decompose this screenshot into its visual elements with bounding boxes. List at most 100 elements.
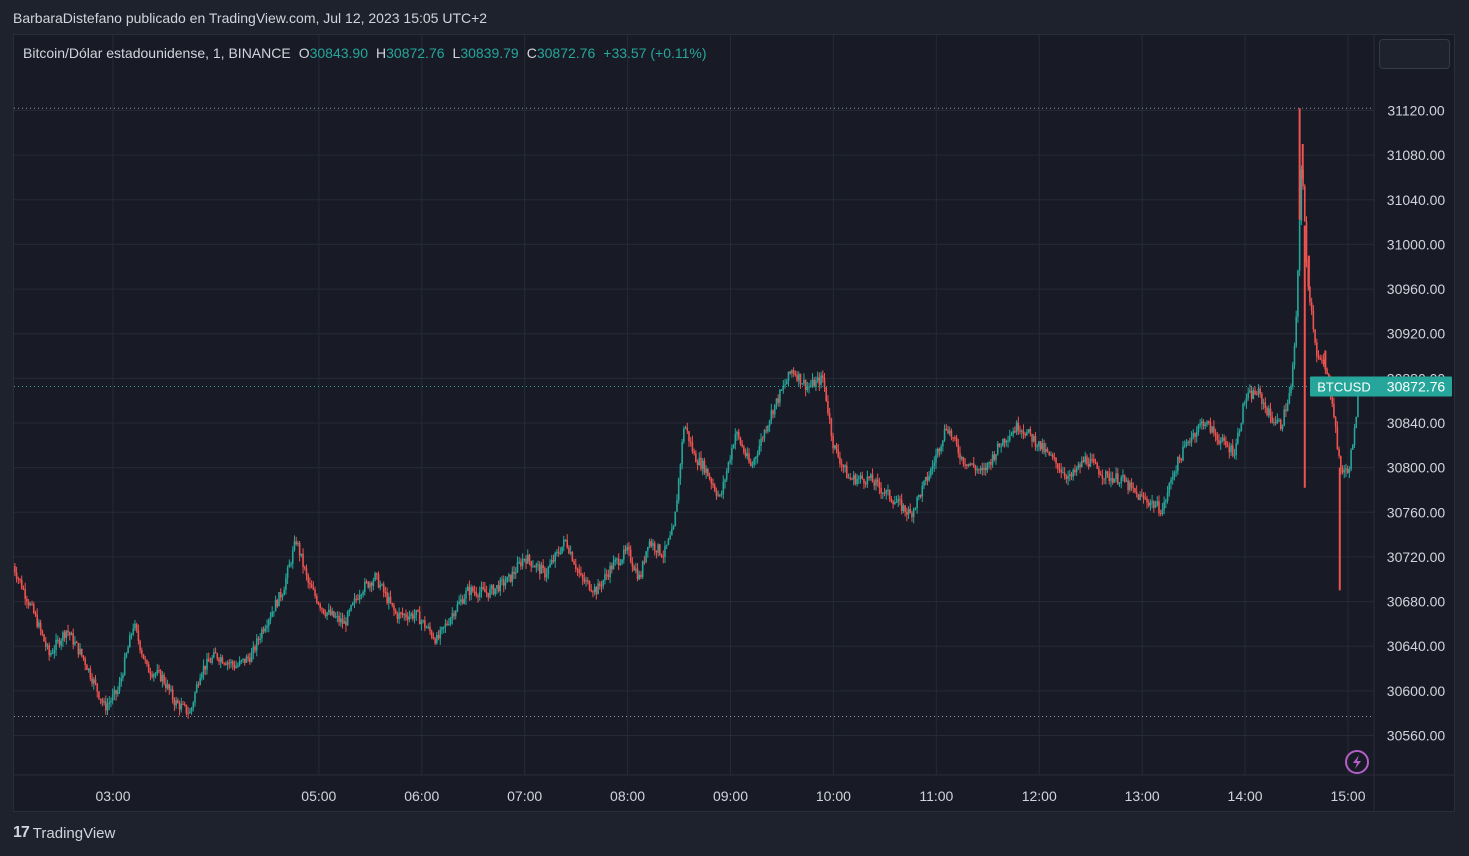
- price-tick-label: 30760.00: [1387, 504, 1446, 520]
- price-tag-symbol: BTCUSD: [1317, 379, 1370, 394]
- candle-body: [1123, 475, 1126, 482]
- candle-body: [1199, 423, 1201, 426]
- candle: [130, 632, 133, 640]
- candle: [31, 600, 33, 606]
- candle-body: [1350, 449, 1352, 470]
- candle: [911, 510, 913, 522]
- candle: [273, 611, 275, 617]
- candle-body: [954, 437, 956, 439]
- candle: [156, 663, 159, 677]
- candle: [983, 462, 985, 476]
- candle: [966, 464, 968, 470]
- candle-body: [1094, 462, 1097, 464]
- candle: [1051, 452, 1054, 461]
- candle-body: [322, 608, 325, 614]
- candle: [1297, 269, 1299, 323]
- candle: [751, 461, 754, 469]
- candle: [1235, 438, 1237, 460]
- candle: [1214, 428, 1217, 442]
- chart-control-box[interactable]: [1379, 39, 1450, 69]
- candle: [952, 436, 954, 442]
- candle-body: [1175, 471, 1177, 473]
- candle: [595, 585, 598, 600]
- candle-body: [1002, 438, 1004, 447]
- flash-icon-bolt: [1353, 755, 1361, 769]
- candle-body: [278, 592, 280, 607]
- candle: [629, 545, 632, 564]
- candle-body: [170, 689, 172, 691]
- candle-body: [1118, 482, 1121, 484]
- candle-body: [1228, 447, 1231, 453]
- candle: [912, 507, 915, 524]
- candle-body: [156, 670, 159, 674]
- candle: [413, 608, 416, 624]
- candle-body: [808, 386, 810, 388]
- candle-body: [856, 479, 858, 485]
- candle-body: [842, 464, 845, 468]
- candle-body: [1038, 441, 1040, 447]
- candle: [1149, 499, 1152, 511]
- candle: [32, 601, 35, 615]
- candle-body: [984, 467, 987, 471]
- candle: [228, 658, 231, 669]
- candle-body: [1130, 482, 1133, 488]
- candle: [185, 704, 188, 716]
- candle: [696, 459, 699, 471]
- candle-body: [41, 630, 44, 635]
- candle-body: [827, 401, 829, 414]
- candle: [466, 583, 469, 592]
- candle-body: [1278, 419, 1280, 421]
- candle: [1283, 405, 1285, 427]
- candle-body: [82, 655, 85, 659]
- candle-body: [1336, 427, 1339, 449]
- candle-body: [1357, 389, 1359, 417]
- candle: [1218, 433, 1220, 446]
- candle-body: [1183, 445, 1186, 447]
- candle-body: [463, 598, 466, 604]
- candle: [149, 667, 152, 681]
- candle: [1285, 403, 1287, 417]
- candle-body: [590, 589, 593, 592]
- candle-body: [533, 566, 536, 568]
- candle-body: [1105, 471, 1107, 479]
- candle-body: [242, 658, 244, 661]
- candle-body: [1298, 220, 1301, 271]
- candle-body: [617, 558, 620, 566]
- candle-body: [518, 562, 520, 564]
- candle: [737, 428, 740, 440]
- candle-body: [918, 494, 920, 498]
- candle: [1352, 443, 1354, 450]
- candle-body: [1092, 459, 1095, 463]
- candle: [1314, 329, 1316, 346]
- candle: [1204, 422, 1207, 430]
- candle: [159, 669, 162, 682]
- candle-body: [966, 464, 968, 466]
- candle: [909, 503, 912, 514]
- flash-icon[interactable]: [1345, 750, 1369, 774]
- candle-body: [141, 650, 143, 655]
- candle: [441, 626, 443, 635]
- candle: [14, 562, 16, 577]
- candle: [285, 573, 287, 595]
- candle: [101, 697, 104, 707]
- candle: [544, 566, 546, 581]
- candle-body: [338, 615, 340, 622]
- candle: [1255, 390, 1258, 396]
- chart-panel[interactable]: 31120.00 31080.00 31040.00 31000.00 30960.00…: [13, 34, 1455, 812]
- candle-body: [149, 672, 152, 675]
- candle-body: [1230, 445, 1232, 453]
- candle-body: [290, 563, 292, 565]
- candle: [530, 560, 532, 573]
- candle: [257, 636, 260, 646]
- candle: [72, 628, 75, 650]
- candle-body: [818, 377, 821, 385]
- candle-body: [1158, 501, 1160, 514]
- candle-body: [525, 558, 527, 564]
- tradingview-footer[interactable]: 17 TradingView: [13, 824, 115, 842]
- candle: [434, 637, 436, 646]
- candle: [398, 607, 400, 624]
- candlestick-chart[interactable]: 31120.0031080.0031040.0031000.0030960.00…: [14, 35, 1454, 811]
- candle: [1050, 451, 1052, 456]
- candle-body: [530, 561, 532, 567]
- candle: [1240, 422, 1243, 432]
